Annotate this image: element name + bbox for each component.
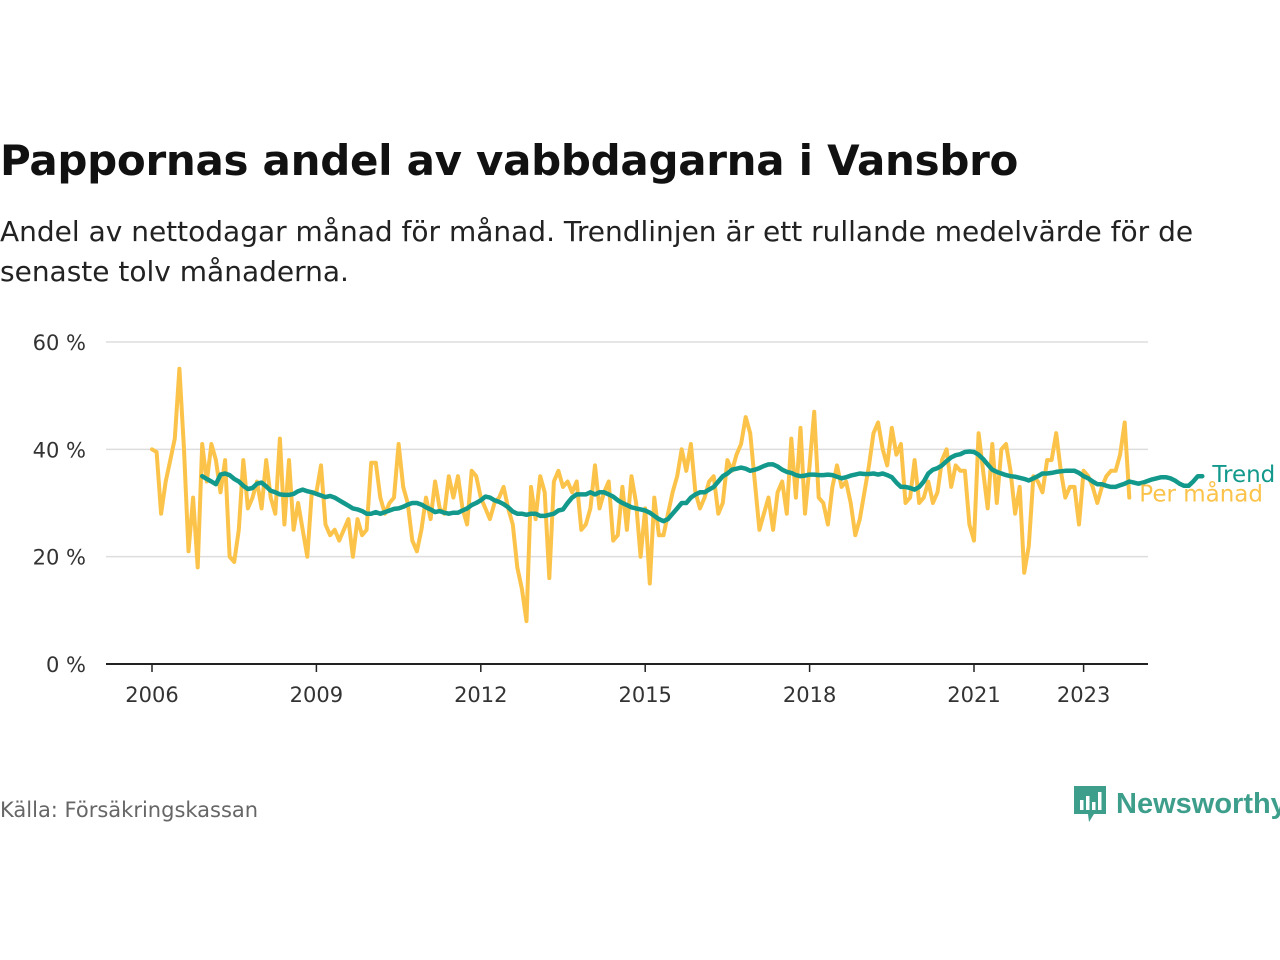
x-tick-label: 2018 bbox=[783, 683, 836, 707]
x-tick-label: 2012 bbox=[454, 683, 507, 707]
newsworthy-logo: Newsworthy bbox=[1072, 784, 1280, 824]
series-line-trend bbox=[199, 449, 1205, 524]
y-tick-label: 20 % bbox=[33, 546, 86, 570]
line-chart: 0 % 20 % 40 % 60 % 2006 2009 2012 2015 2018 2021 2… bbox=[33, 331, 1276, 707]
y-tick-label: 60 % bbox=[33, 331, 86, 355]
x-tick-label: 2015 bbox=[618, 683, 671, 707]
legend-label-per-manad: Per månad bbox=[1139, 480, 1263, 508]
x-tick-label: 2009 bbox=[290, 683, 343, 707]
chart-subtitle: Andel av nettodagar månad för månad. Tre… bbox=[0, 215, 1194, 288]
legend-label-trend: Trend bbox=[1211, 462, 1275, 488]
x-tick-label: 2023 bbox=[1057, 683, 1110, 707]
y-tick-label: 0 % bbox=[46, 653, 86, 677]
x-tick-label: 2006 bbox=[125, 683, 178, 707]
brand-name: Newsworthy bbox=[1116, 787, 1280, 820]
chart-title: Pappornas andel av vabbdagarna i Vansbro bbox=[0, 136, 1019, 185]
newsworthy-logo-icon bbox=[1074, 786, 1106, 822]
source-note: Källa: Försäkringskassan bbox=[0, 798, 259, 822]
x-tick-label: 2021 bbox=[947, 683, 1000, 707]
series-line-per-manad bbox=[150, 366, 1132, 624]
y-tick-label: 40 % bbox=[33, 438, 86, 462]
